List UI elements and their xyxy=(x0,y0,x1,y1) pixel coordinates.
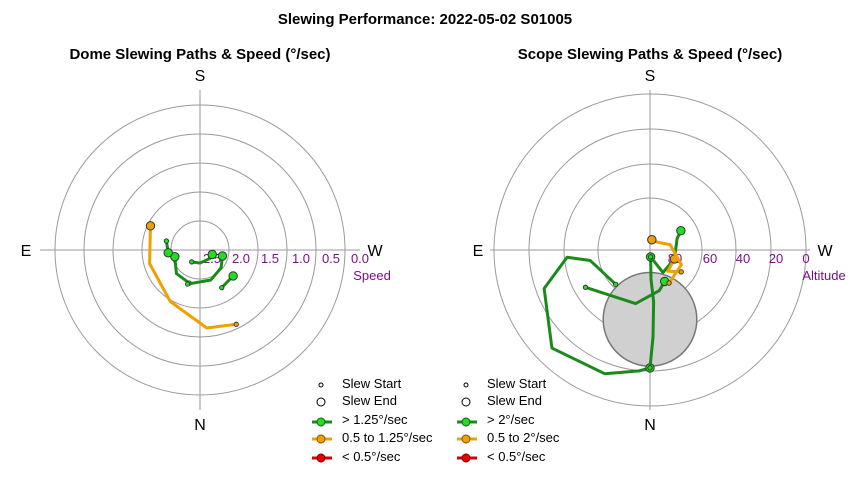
scope-tick-0: 0 xyxy=(802,251,809,266)
dome-compass-left: E xyxy=(21,243,32,260)
dome-legend-slew-start: Slew Start xyxy=(342,376,402,391)
dome-tick-0.5: 0.5 xyxy=(322,251,340,266)
scope-tick-60: 60 xyxy=(703,251,717,266)
legend-mid-symbol xyxy=(316,434,326,444)
scope-path-3 xyxy=(583,279,667,306)
scope-chart: Scope Slewing Paths & Speed (°/sec) S E … xyxy=(473,46,846,434)
legend-slew-start-symbol xyxy=(318,382,324,388)
scope-chart-title: Scope Slewing Paths & Speed (°/sec) xyxy=(518,46,782,63)
scope-slew-start-4 xyxy=(678,269,684,275)
scope-legend: Slew Start Slew End > 2°/sec 0.5 to 2°/s… xyxy=(457,376,560,464)
dome-slew-start-4 xyxy=(189,259,195,265)
legend-slew-end-symbol xyxy=(316,397,326,407)
dome-legend-slew-end: Slew End xyxy=(342,393,397,408)
dome-compass-bottom: N xyxy=(194,417,206,434)
dome-slew-start-3 xyxy=(185,281,191,287)
scope-legend-slow-symbol xyxy=(461,453,471,463)
scope-legend-mid: 0.5 to 2°/sec xyxy=(487,430,560,445)
dome-slew-start-0 xyxy=(233,321,239,327)
dome-slew-end-0 xyxy=(145,221,156,231)
scope-slew-start-3 xyxy=(582,284,589,290)
dome-series-layer xyxy=(145,221,239,330)
scope-legend-slow: < 0.5°/sec xyxy=(487,449,546,464)
dome-legend-slow: < 0.5°/sec xyxy=(342,449,401,464)
figure-title: Slewing Performance: 2022-05-02 S01005 xyxy=(278,11,572,28)
dome-compass-right: W xyxy=(367,243,383,260)
dome-slew-start-5 xyxy=(163,238,169,244)
dome-path-0 xyxy=(148,224,238,330)
dome-slew-end-5 xyxy=(163,248,173,258)
scope-tick-20: 20 xyxy=(769,251,783,266)
dome-tick-0.0: 0.0 xyxy=(351,251,369,266)
dome-legend-fast: > 1.25°/sec xyxy=(342,412,408,427)
scope-path-0 xyxy=(542,255,652,376)
scope-compass-left: E xyxy=(473,243,484,260)
scope-series-layer xyxy=(542,226,686,376)
dome-tick-2.0: 2.0 xyxy=(232,251,250,266)
scope-slew-end-5 xyxy=(647,235,657,245)
scope-slew-start-1 xyxy=(647,365,653,371)
dome-slew-end-3 xyxy=(217,251,228,261)
legend-slow-symbol xyxy=(316,453,326,463)
scope-legend-fast: > 2°/sec xyxy=(487,412,535,427)
dome-radial-axis-label: Speed xyxy=(353,268,391,283)
dome-compass-top: S xyxy=(195,68,206,85)
scope-slew-start-2 xyxy=(648,254,654,260)
dome-slew-end-2 xyxy=(228,271,238,281)
scope-legend-slew-start: Slew Start xyxy=(487,376,547,391)
scope-tick-40: 40 xyxy=(736,251,750,266)
scope-slew-start-0 xyxy=(613,281,619,287)
dome-path-3 xyxy=(186,254,224,286)
legend-fast-symbol xyxy=(316,417,326,427)
scope-compass-bottom: N xyxy=(644,417,656,434)
scope-legend-mid-symbol xyxy=(461,434,471,444)
scope-path-1 xyxy=(648,255,656,370)
scope-legend-slew-end: Slew End xyxy=(487,393,542,408)
scope-slew-start-5 xyxy=(666,280,672,286)
scope-legend-fast-symbol xyxy=(461,417,471,427)
dome-slew-end-4 xyxy=(207,249,217,260)
dome-legend-mid: 0.5 to 1.25°/sec xyxy=(342,430,433,445)
scope-compass-top: S xyxy=(645,68,656,85)
scope-compass-right: W xyxy=(817,243,833,260)
dome-chart-title: Dome Slewing Paths & Speed (°/sec) xyxy=(69,46,330,63)
dome-path-1 xyxy=(173,255,191,285)
scope-obstruction-zone xyxy=(602,271,698,367)
dome-tick-1.0: 1.0 xyxy=(292,251,310,266)
scope-legend-slew-end-symbol xyxy=(461,397,471,407)
dome-chart: Dome Slewing Paths & Speed (°/sec) S E W… xyxy=(21,46,391,434)
dome-tick-1.5: 1.5 xyxy=(261,251,279,266)
dome-slew-start-2 xyxy=(219,285,225,291)
scope-legend-slew-start-symbol xyxy=(463,382,469,388)
dome-legend: Slew Start Slew End > 1.25°/sec 0.5 to 1… xyxy=(312,376,433,464)
scope-slew-end-2 xyxy=(676,226,686,236)
scope-radial-axis-label: Altitude xyxy=(802,268,845,283)
